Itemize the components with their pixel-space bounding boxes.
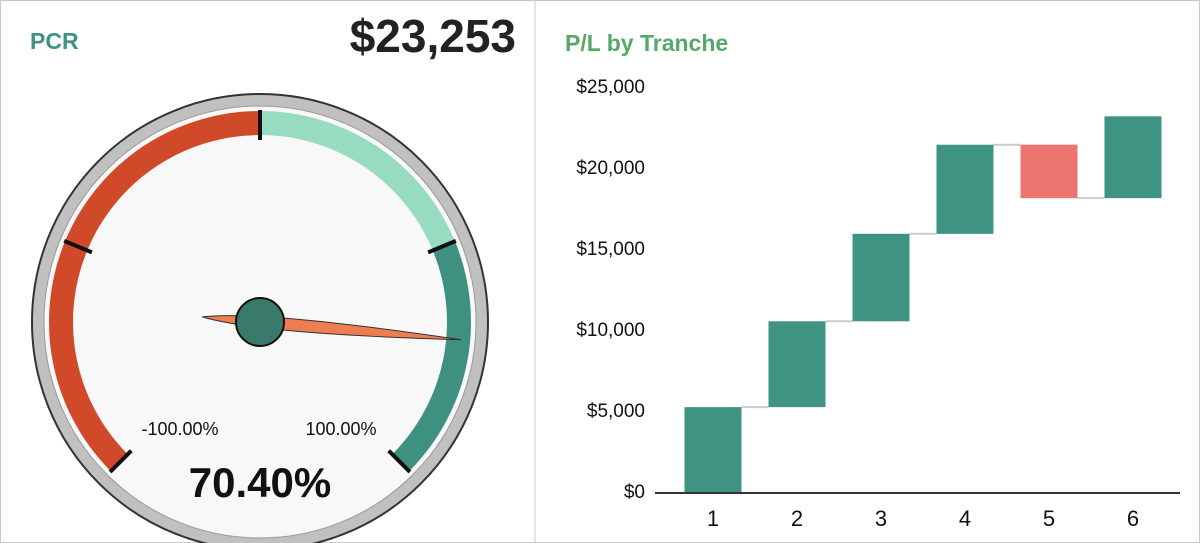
y-tick-label: $20,000	[576, 158, 645, 179]
gauge-min-label: -100.00%	[141, 419, 218, 439]
gauge-max-label: 100.00%	[305, 419, 376, 439]
bar	[1020, 144, 1078, 199]
x-tick-label: 1	[707, 506, 719, 531]
x-tick-label: 2	[791, 506, 803, 531]
y-tick-label: $0	[624, 482, 645, 503]
bar	[852, 233, 910, 322]
bar	[768, 321, 826, 408]
gauge-band	[392, 241, 471, 472]
x-tick-label: 6	[1127, 506, 1139, 531]
y-tick-label: $10,000	[576, 320, 645, 341]
y-tick-label: $25,000	[576, 77, 645, 98]
headline: $23,253	[350, 10, 516, 62]
bar	[936, 144, 994, 234]
y-tick-label: $15,000	[576, 239, 645, 260]
gauge-band	[259, 111, 455, 251]
x-tick-label: 3	[875, 506, 887, 531]
x-tick-label: 4	[959, 506, 971, 531]
gauge-tick	[387, 449, 412, 474]
waterfall-title: P/L by Tranche	[565, 30, 728, 56]
x-tick-label: 5	[1043, 506, 1055, 531]
gauge-title: PCR	[30, 28, 79, 54]
bar	[684, 407, 742, 493]
gauge-hub	[235, 297, 285, 347]
gauge-tick	[108, 449, 133, 474]
y-tick-label: $5,000	[587, 401, 645, 422]
gauge-tick	[427, 239, 457, 255]
gauge-tick	[63, 239, 93, 255]
bar	[1104, 116, 1162, 199]
gauge-value-label: 70.40%	[189, 459, 331, 506]
